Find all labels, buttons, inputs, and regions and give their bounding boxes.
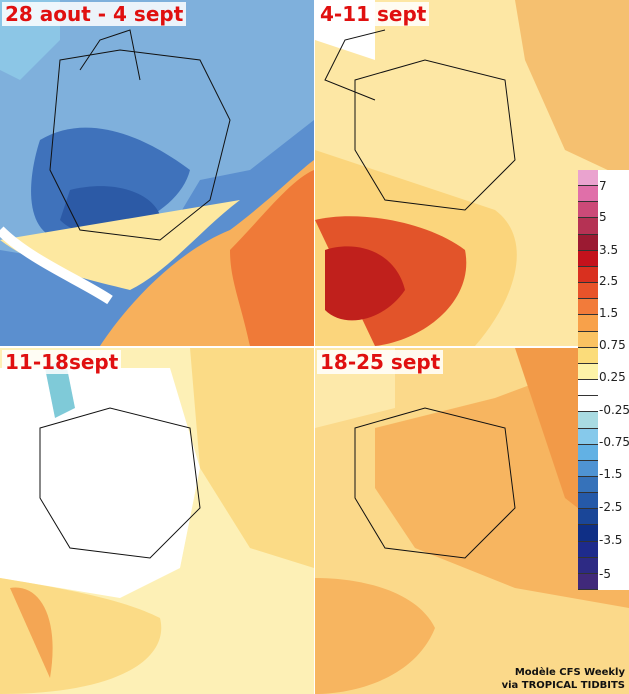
legend-label: -5: [599, 567, 611, 581]
legend-bin: [578, 428, 598, 445]
legend-bin: [578, 331, 598, 348]
legend-bin: [578, 363, 598, 381]
legend-bin: [578, 573, 598, 591]
panel-title: 11-18sept: [2, 350, 122, 374]
legend-bin: [578, 380, 598, 397]
legend-bin: [578, 444, 598, 461]
legend-label: 7: [599, 179, 607, 193]
map-panel-week1: 28 aout - 4 sept: [0, 0, 314, 346]
anomaly-map: [0, 0, 314, 346]
legend-label: 5: [599, 210, 607, 224]
legend-label: -0.75: [599, 435, 629, 449]
legend-bin: [578, 541, 598, 558]
legend-bin: [578, 283, 598, 300]
legend-bin: [578, 218, 598, 235]
legend-label: -1.5: [599, 467, 623, 481]
panel-title: 18-25 sept: [317, 350, 444, 374]
legend-label: 0.75: [599, 338, 626, 352]
map-panel-week4: 18-25 sept: [315, 348, 629, 694]
anomaly-map: [315, 0, 629, 346]
legend-bin: [578, 266, 598, 284]
legend-label: 1.5: [599, 306, 619, 320]
anomaly-map: [315, 348, 629, 694]
legend-bin: [578, 250, 598, 267]
legend-bin: [578, 234, 598, 251]
legend-bin: [578, 170, 598, 187]
legend-bin: [578, 525, 598, 542]
map-panel-week3: 11-18sept: [0, 348, 314, 694]
legend-bin: [578, 299, 598, 316]
legend-label: -3.5: [599, 533, 623, 547]
legend-bin: [578, 315, 598, 332]
legend-label: -2.5: [599, 500, 623, 514]
legend-bin: [578, 202, 598, 219]
panel-title: 28 aout - 4 sept: [2, 2, 187, 26]
credit-text: Modèle CFS Weekly via TROPICAL TIDBITS: [502, 666, 625, 692]
credit-line-2: via TROPICAL TIDBITS: [501, 680, 625, 691]
legend-bin: [578, 476, 598, 494]
legend-label: -0.25: [599, 403, 629, 417]
legend-bin: [578, 557, 598, 574]
legend-label: 0.25: [599, 370, 626, 384]
anomaly-map: [0, 348, 314, 694]
legend-bin: [578, 412, 598, 429]
legend-bin: [578, 509, 598, 526]
legend-bin: [578, 186, 598, 203]
color-legend: 7 5 3.5 2.5 1.5 0.75 0.25 -0.25 -0.75 -1.5 -2.5 -3.…: [578, 170, 629, 591]
panel-title: 4-11 sept: [317, 2, 430, 26]
legend-bin: [578, 396, 598, 413]
legend-bin: [578, 493, 598, 510]
legend-label: 2.5: [599, 274, 619, 288]
map-panel-week2: 4-11 sept: [315, 0, 629, 346]
legend-label: 3.5: [599, 243, 619, 257]
legend-bin: [578, 347, 598, 364]
credit-line-1: Modèle CFS Weekly: [514, 667, 625, 678]
legend-bin: [578, 460, 598, 477]
